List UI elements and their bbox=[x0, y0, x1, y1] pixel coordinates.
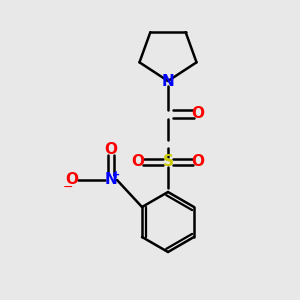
Text: O: O bbox=[131, 154, 145, 169]
Text: O: O bbox=[65, 172, 79, 188]
Text: O: O bbox=[191, 106, 205, 122]
Text: N: N bbox=[105, 172, 117, 188]
Text: +: + bbox=[112, 169, 121, 180]
Text: N: N bbox=[162, 74, 174, 88]
Text: −: − bbox=[62, 181, 73, 194]
Text: S: S bbox=[163, 154, 173, 169]
Text: O: O bbox=[104, 142, 118, 158]
Text: O: O bbox=[191, 154, 205, 169]
